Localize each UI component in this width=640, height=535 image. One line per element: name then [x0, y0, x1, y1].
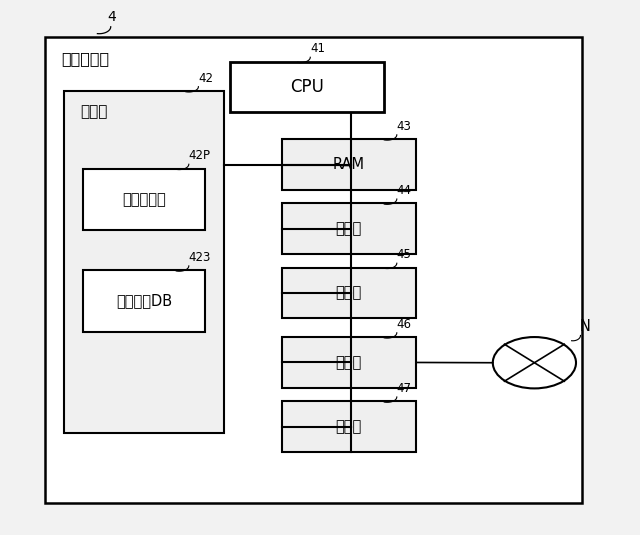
Bar: [282, 337, 416, 388]
Bar: [282, 401, 416, 452]
Bar: [282, 203, 416, 254]
Text: 423: 423: [189, 251, 211, 264]
Text: 42P: 42P: [189, 149, 211, 162]
Text: N: N: [579, 319, 590, 334]
Text: 入力部: 入力部: [335, 221, 362, 236]
Text: 45: 45: [397, 248, 412, 261]
Bar: [282, 139, 416, 190]
Text: 計時部: 計時部: [335, 419, 362, 434]
Bar: [45, 37, 582, 503]
Text: 記憶部: 記憶部: [80, 104, 108, 119]
Text: サーバ装置: サーバ装置: [61, 51, 109, 66]
Bar: [83, 270, 205, 332]
Text: プログラム: プログラム: [122, 192, 166, 207]
Text: 通信部: 通信部: [335, 355, 362, 370]
Text: 42: 42: [198, 72, 213, 85]
Bar: [282, 268, 416, 318]
Text: 4: 4: [108, 10, 116, 24]
Text: CPU: CPU: [291, 78, 324, 96]
Bar: [230, 62, 384, 112]
Bar: [64, 91, 224, 433]
Bar: [83, 169, 205, 230]
Text: 41: 41: [310, 42, 325, 55]
Text: 価格情報DB: 価格情報DB: [116, 293, 172, 309]
Text: 表示部: 表示部: [335, 285, 362, 301]
Text: 47: 47: [397, 382, 412, 395]
Text: RAM: RAM: [333, 157, 365, 172]
Text: 43: 43: [397, 120, 412, 133]
Text: 46: 46: [397, 318, 412, 331]
Text: 44: 44: [397, 184, 412, 197]
